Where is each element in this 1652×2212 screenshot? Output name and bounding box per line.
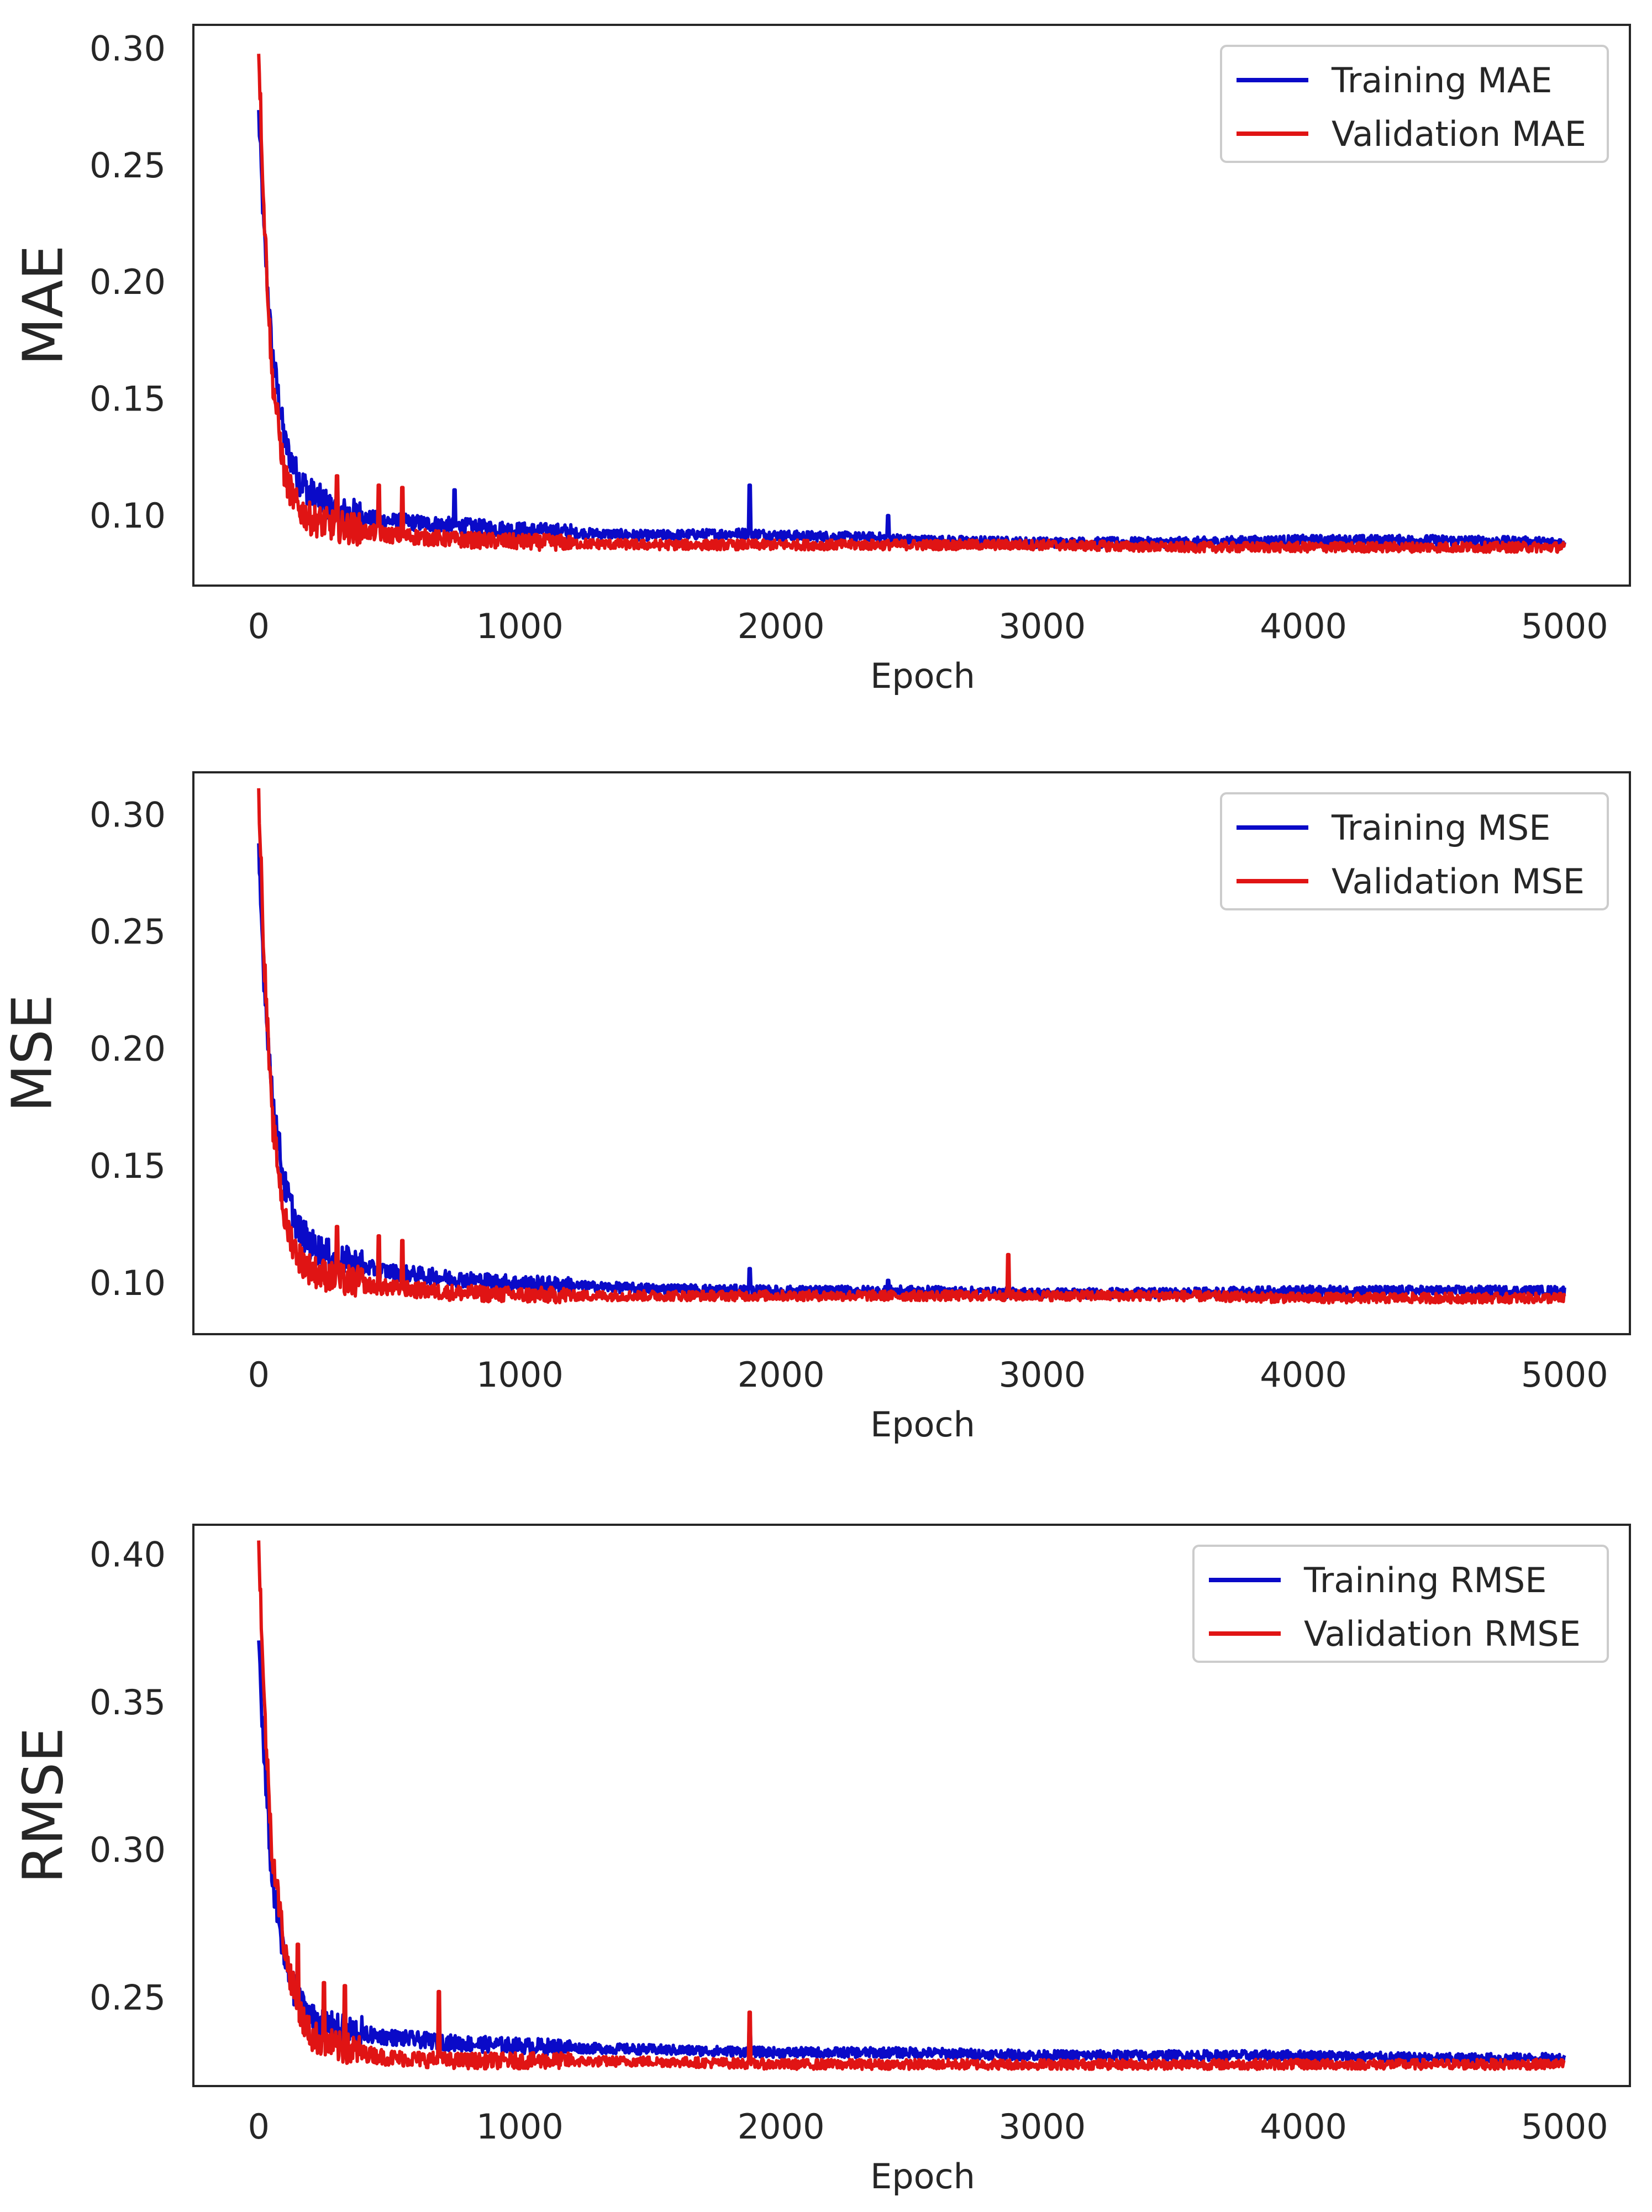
series-line-validation (257, 1540, 1566, 2071)
mse-panel: 0 1000 2000 3000 4000 5000 0.10 0.15 0.20 0.25 0.3… (0, 771, 1631, 1445)
y-axis-label: MAE (10, 245, 75, 366)
x-tick-label: 3000 (998, 2106, 1086, 2147)
mae-panel: 0 1000 2000 3000 4000 5000 0.10 0.15 0.20 0.25 0.3… (10, 24, 1631, 696)
legend-entry: Validation RMSE (1304, 1614, 1581, 1654)
x-tick-label: 5000 (1521, 606, 1608, 646)
legend-box (1220, 45, 1609, 163)
y-tick-label: 0.30 (90, 794, 166, 835)
y-tick-label: 0.15 (90, 379, 166, 419)
y-tick-label: 0.10 (90, 1263, 166, 1303)
y-tick-label: 0.35 (90, 1682, 166, 1723)
y-tick-label: 0.25 (90, 145, 166, 186)
x-tick-label: 4000 (1260, 2106, 1347, 2147)
y-tick-label: 0.25 (90, 1978, 166, 2018)
x-tick-label: 1000 (476, 2106, 564, 2147)
x-tick-label: 2000 (738, 606, 825, 646)
x-tick-label: 4000 (1260, 1355, 1347, 1395)
legend-entry: Validation MSE (1332, 861, 1585, 902)
legend: Training MAE Validation MAE (1220, 45, 1609, 163)
x-axis-label: Epoch (870, 656, 975, 696)
legend-entry: Validation MAE (1332, 114, 1586, 154)
legend-box (1192, 1545, 1609, 1663)
y-tick-label: 0.15 (90, 1146, 166, 1186)
y-tick-label: 0.30 (90, 28, 166, 69)
y-axis-label: MSE (0, 994, 64, 1112)
x-axis-label: Epoch (870, 1404, 975, 1445)
series-line-validation (257, 54, 1566, 554)
series-group (257, 1540, 1566, 2071)
x-axis-label: Epoch (870, 2156, 975, 2197)
x-tick-label: 0 (248, 2106, 269, 2147)
legend-entry: Training MAE (1331, 60, 1552, 101)
y-tick-label: 0.10 (90, 496, 166, 536)
plot-frame (192, 24, 1631, 587)
x-tick-label: 3000 (998, 606, 1086, 646)
y-tick-label: 0.20 (90, 1029, 166, 1069)
x-tick-label: 3000 (998, 1355, 1086, 1395)
x-tick-label: 1000 (476, 1355, 564, 1395)
series-group (257, 54, 1566, 554)
legend-box (1220, 792, 1609, 910)
x-tick-label: 4000 (1260, 606, 1347, 646)
series-line-validation (257, 788, 1566, 1305)
legend: Training MSE Validation MSE (1220, 792, 1609, 910)
y-tick-label: 0.40 (90, 1534, 166, 1574)
plot-frame (192, 1524, 1631, 2087)
series-line-training (257, 843, 1566, 1300)
x-tick-label: 5000 (1521, 2106, 1608, 2147)
y-axis-label: RMSE (10, 1728, 75, 1883)
rmse-panel: 0 1000 2000 3000 4000 5000 0.25 0.30 0.35 0.40 Epo… (10, 1524, 1631, 2197)
plot-frame (192, 771, 1631, 1335)
x-tick-label: 1000 (476, 606, 564, 646)
y-tick-label: 0.25 (90, 912, 166, 952)
y-tick-label: 0.30 (90, 1830, 166, 1870)
series-line-training (257, 1640, 1566, 2066)
legend-entry: Training MSE (1331, 808, 1550, 848)
legend-entry: Training RMSE (1303, 1560, 1546, 1600)
x-tick-label: 0 (248, 1355, 269, 1395)
series-group (257, 788, 1566, 1305)
x-tick-label: 5000 (1521, 1355, 1608, 1395)
series-line-training (257, 110, 1566, 550)
y-tick-label: 0.20 (90, 262, 166, 302)
x-tick-label: 2000 (738, 2106, 825, 2147)
x-tick-label: 2000 (738, 1355, 825, 1395)
legend: Training RMSE Validation RMSE (1192, 1545, 1609, 1663)
x-tick-label: 0 (248, 606, 269, 646)
